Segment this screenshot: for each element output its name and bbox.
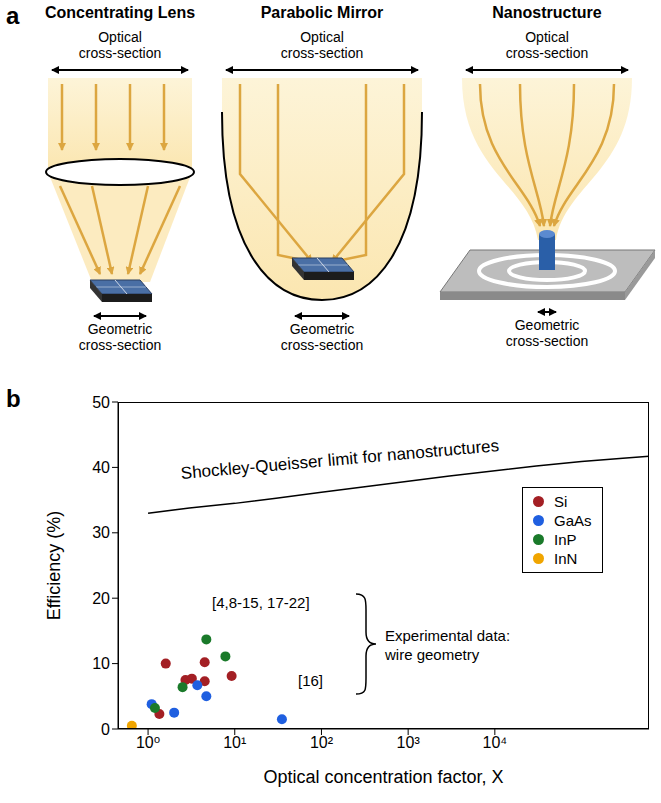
html-text:InN: InN	[554, 550, 578, 567]
svg-text:Optical: Optical	[525, 29, 569, 45]
html-text:[16]: [16]	[298, 672, 323, 689]
html-text:wire geometry: wire geometry	[385, 646, 480, 663]
svg-text:Nanostructure: Nanostructure	[492, 4, 601, 21]
svg-text:10¹: 10¹	[223, 734, 246, 751]
svg-text:cross-section: cross-section	[506, 333, 588, 349]
svg-text:20: 20	[92, 590, 110, 607]
html-text:InP: InP	[554, 531, 577, 548]
svg-text:cross-section: cross-section	[506, 45, 588, 61]
svg-text:a: a	[6, 2, 20, 29]
svg-text:Parabolic Mirror: Parabolic Mirror	[261, 4, 384, 21]
svg-text:10⁴: 10⁴	[483, 734, 508, 751]
html-text:Si: Si	[554, 493, 568, 510]
svg-text:0: 0	[101, 721, 110, 738]
svg-text:Optical: Optical	[300, 29, 344, 45]
html-text:Experimental data:: Experimental data:	[385, 627, 511, 644]
html-text:[4,8-15, 17-22]: [4,8-15, 17-22]	[212, 594, 310, 611]
svg-text:Geometric: Geometric	[515, 317, 580, 333]
svg-text:cross-section: cross-section	[79, 337, 161, 353]
svg-text:Optical concentration factor,: Optical concentration factor, X	[263, 767, 503, 787]
svg-text:10⁰: 10⁰	[136, 734, 160, 751]
html-text:Shockley-Queisser limit for na: Shockley-Queisser limit for nanostructur…	[180, 436, 500, 483]
svg-text:40: 40	[92, 459, 110, 476]
svg-text:cross-section: cross-section	[281, 45, 363, 61]
svg-text:cross-section: cross-section	[79, 45, 161, 61]
svg-text:Optical: Optical	[98, 29, 142, 45]
svg-text:cross-section: cross-section	[281, 337, 363, 353]
svg-text:Geometric: Geometric	[88, 321, 153, 337]
html-text:b: b	[6, 385, 21, 412]
svg-text:30: 30	[92, 524, 110, 541]
svg-text:50: 50	[92, 394, 110, 411]
svg-text:10²: 10²	[310, 734, 334, 751]
svg-text:Efficiency (%): Efficiency (%)	[44, 511, 64, 621]
svg-text:Geometric: Geometric	[290, 321, 355, 337]
svg-text:10³: 10³	[397, 734, 421, 751]
html-text:GaAs: GaAs	[554, 512, 592, 529]
svg-text:Concentrating Lens: Concentrating Lens	[45, 4, 195, 21]
svg-text:10: 10	[92, 655, 110, 672]
